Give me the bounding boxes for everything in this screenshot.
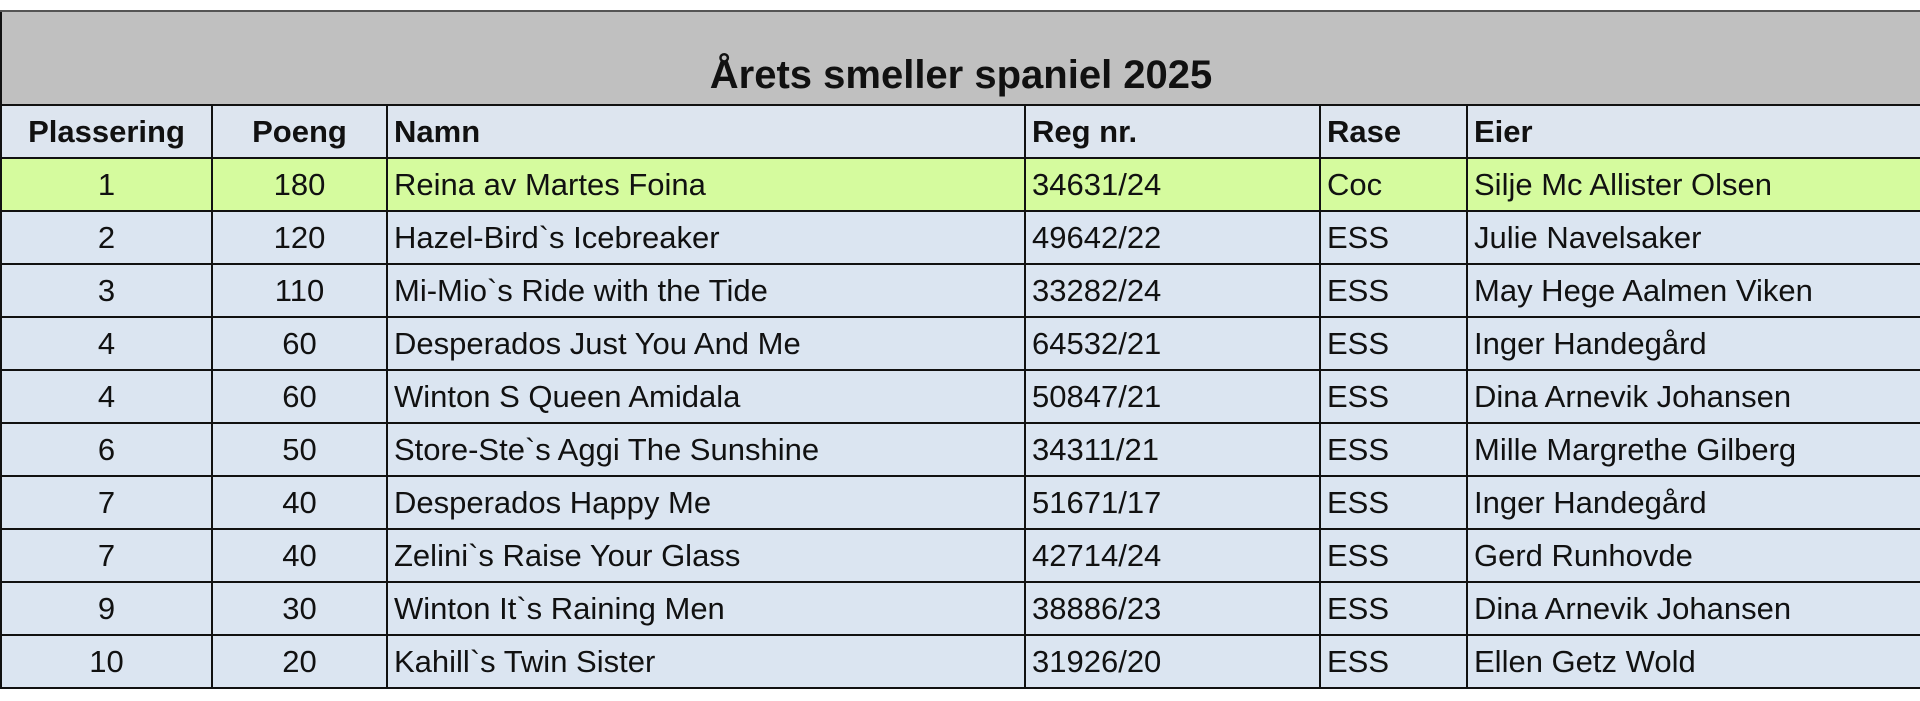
table-cell: Julie Navelsaker — [1465, 210, 1920, 265]
table-cell: ESS — [1319, 475, 1468, 530]
table-cell: Kahill`s Twin Sister — [386, 634, 1026, 689]
table-cell: ESS — [1319, 263, 1468, 318]
table-row: 9 30 Winton It`s Raining Men 38886/23 ESS Din… — [0, 581, 1920, 636]
table-wrap: Årets smeller spaniel 2025 Plassering Poe… — [0, 10, 1920, 689]
table-row: 4 60 Desperados Just You And Me 64532/21 ESS… — [0, 316, 1920, 371]
table-cell: 7 — [0, 528, 213, 583]
table-cell: 33282/24 — [1024, 263, 1321, 318]
table-cell: Mi-Mio`s Ride with the Tide — [386, 263, 1026, 318]
table-cell: 2 — [0, 210, 213, 265]
table-cell: 60 — [211, 316, 388, 371]
table-cell: 49642/22 — [1024, 210, 1321, 265]
table-cell: 180 — [211, 157, 388, 212]
header-cell: Namn — [386, 104, 1026, 159]
table-cell: 10 — [0, 634, 213, 689]
table-cell: Silje Mc Allister Olsen — [1465, 157, 1920, 212]
table-cell: ESS — [1319, 581, 1468, 636]
table-cell: ESS — [1319, 316, 1468, 371]
table-cell: 34311/21 — [1024, 422, 1321, 477]
table-cell: 3 — [0, 263, 213, 318]
header-cell: Rase — [1319, 104, 1468, 159]
table-cell: 38886/23 — [1024, 581, 1321, 636]
table-cell: Desperados Happy Me — [386, 475, 1026, 530]
table-cell: Desperados Just You And Me — [386, 316, 1026, 371]
table-cell: Coc — [1319, 157, 1468, 212]
table-cell: 9 — [0, 581, 213, 636]
table-cell: May Hege Aalmen Viken — [1465, 263, 1920, 318]
table-cell: 64532/21 — [1024, 316, 1321, 371]
table-row: 7 40 Zelini`s Raise Your Glass 42714/24 ESS G… — [0, 528, 1920, 583]
table-cell: Inger Handegård — [1465, 316, 1920, 371]
header-cell: Poeng — [211, 104, 388, 159]
table-cell: 60 — [211, 369, 388, 424]
table-cell: Reina av Martes Foina — [386, 157, 1026, 212]
table-cell: 1 — [0, 157, 213, 212]
table-cell: Dina Arnevik Johansen — [1465, 369, 1920, 424]
table-cell: 40 — [211, 475, 388, 530]
table-cell: ESS — [1319, 528, 1468, 583]
table-cell: 6 — [0, 422, 213, 477]
table-cell: ESS — [1319, 634, 1468, 689]
table-cell: Inger Handegård — [1465, 475, 1920, 530]
table-cell: Zelini`s Raise Your Glass — [386, 528, 1026, 583]
table-cell: 120 — [211, 210, 388, 265]
header-row: Plassering Poeng Namn Reg nr. Rase Eier — [0, 104, 1920, 159]
table-cell: Winton It`s Raining Men — [386, 581, 1026, 636]
table-cell: Store-Ste`s Aggi The Sunshine — [386, 422, 1026, 477]
table-cell: 50 — [211, 422, 388, 477]
table-cell: Gerd Runhovde — [1465, 528, 1920, 583]
table-row: 2 120 Hazel-Bird`s Icebreaker 49642/22 ESS Ju… — [0, 210, 1920, 265]
table-cell: 31926/20 — [1024, 634, 1321, 689]
table-cell: 40 — [211, 528, 388, 583]
table-cell: ESS — [1319, 422, 1468, 477]
table-cell: 110 — [211, 263, 388, 318]
header-cell: Plassering — [0, 104, 213, 159]
header-cell: Eier — [1465, 104, 1920, 159]
table-row: 4 60 Winton S Queen Amidala 50847/21 ESS Dina… — [0, 369, 1920, 424]
table-cell: 34631/24 — [1024, 157, 1321, 212]
table-row: 7 40 Desperados Happy Me 51671/17 ESS Inger H… — [0, 475, 1920, 530]
table-title: Årets smeller spaniel 2025 — [0, 10, 1920, 106]
table-cell: 7 — [0, 475, 213, 530]
table-cell: ESS — [1319, 369, 1468, 424]
results-table: Årets smeller spaniel 2025 Plassering Poe… — [0, 10, 1920, 689]
table-row: 10 20 Kahill`s Twin Sister 31926/20 ESS Ellen… — [0, 634, 1920, 689]
header-cell: Reg nr. — [1024, 104, 1321, 159]
table-cell: Winton S Queen Amidala — [386, 369, 1026, 424]
table-cell: ESS — [1319, 210, 1468, 265]
table-cell: Hazel-Bird`s Icebreaker — [386, 210, 1026, 265]
table-cell: 42714/24 — [1024, 528, 1321, 583]
table-row: 1 180 Reina av Martes Foina 34631/24 Coc Silj… — [0, 157, 1920, 212]
table-cell: 4 — [0, 369, 213, 424]
table-cell: Dina Arnevik Johansen — [1465, 581, 1920, 636]
table-cell: 4 — [0, 316, 213, 371]
table-cell: Ellen Getz Wold — [1465, 634, 1920, 689]
table-cell: 50847/21 — [1024, 369, 1321, 424]
table-cell: Mille Margrethe Gilberg — [1465, 422, 1920, 477]
table-row: 6 50 Store-Ste`s Aggi The Sunshine 34311/21… — [0, 422, 1920, 477]
table-cell: 20 — [211, 634, 388, 689]
table-cell: 51671/17 — [1024, 475, 1321, 530]
table-row: 3 110 Mi-Mio`s Ride with the Tide 33282/24 E… — [0, 263, 1920, 318]
table-cell: 30 — [211, 581, 388, 636]
